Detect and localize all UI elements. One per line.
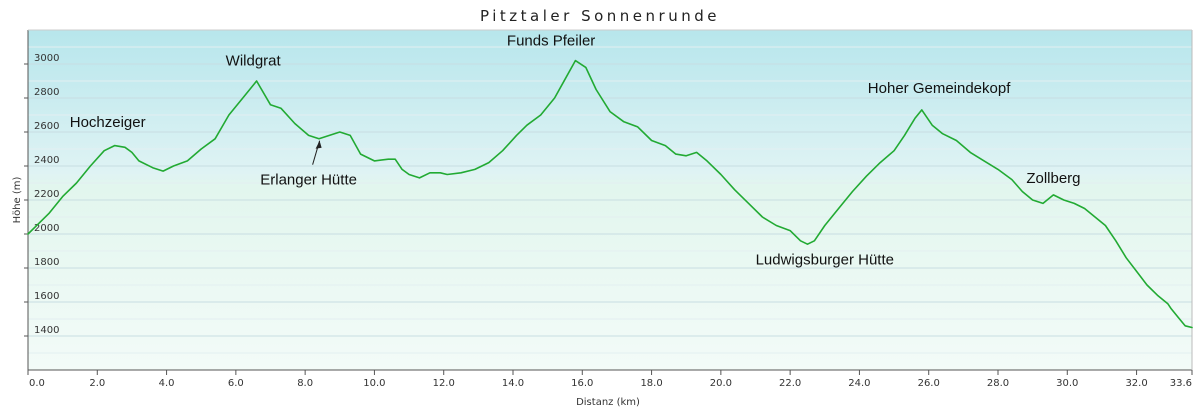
x-axis-title: Distanz (km) xyxy=(576,397,640,408)
y-tick-label: 1600 xyxy=(34,291,59,302)
x-tick-label: 16.0 xyxy=(571,378,593,389)
peak-annotation-label: Hoher Gemeindekopf xyxy=(868,80,1011,97)
x-tick-label: 12.0 xyxy=(433,378,455,389)
peak-annotation-label: Hochzeiger xyxy=(70,114,146,131)
peak-annotation-label: Ludwigsburger Hütte xyxy=(756,252,894,269)
peak-annotation-label: Zollberg xyxy=(1026,170,1080,187)
x-tick-label: 30.0 xyxy=(1056,378,1078,389)
x-tick-label: 26.0 xyxy=(918,378,940,389)
y-tick-label: 1800 xyxy=(34,257,59,268)
x-tick-label: 4.0 xyxy=(159,378,175,389)
x-tick-label: 24.0 xyxy=(848,378,870,389)
x-tick-label: 20.0 xyxy=(710,378,732,389)
x-tick-label: 6.0 xyxy=(228,378,244,389)
y-tick-label: 3000 xyxy=(34,53,59,64)
peak-annotation-label: Wildgrat xyxy=(226,53,282,70)
x-tick-label: 22.0 xyxy=(779,378,801,389)
peak-annotation-label: Funds Pfeiler xyxy=(507,32,595,49)
gridlines xyxy=(28,46,1192,354)
x-axis-ticks: 0.0 2.0 4.0 6.0 8.0 10.0 12.0 14.0 16.0 18.0 20.0 2… xyxy=(27,370,1193,389)
y-tick-label: 1400 xyxy=(34,325,59,336)
peak-annotation-label: Erlanger Hütte xyxy=(260,172,357,189)
x-tick-label: 28.0 xyxy=(987,378,1009,389)
y-tick-label: 2000 xyxy=(34,223,59,234)
x-tick-label: 18.0 xyxy=(640,378,662,389)
x-tick-label: 14.0 xyxy=(502,378,524,389)
x-tick-label: 10.0 xyxy=(363,378,385,389)
y-tick-label: 2200 xyxy=(34,189,59,200)
elevation-series-line xyxy=(27,59,1193,329)
y-tick-label: 2600 xyxy=(34,121,59,132)
y-axis-title: Höhe (m) xyxy=(12,176,23,223)
chart-title: Pitztaler Sonnenrunde xyxy=(480,7,720,25)
y-tick-label: 2800 xyxy=(34,87,59,98)
annotations: Hochzeiger Wildgrat Erlanger Hütte Funds Pf… xyxy=(70,32,1081,268)
y-axis-ticks: 1400 1600 1800 2000 2200 2400 2600 2800 3000 xyxy=(24,53,59,337)
x-tick-label: 2.0 xyxy=(89,378,105,389)
series-layer xyxy=(27,59,1193,329)
x-tick-label: 32.0 xyxy=(1125,378,1147,389)
x-tick-label: 8.0 xyxy=(297,378,313,389)
y-tick-label: 2400 xyxy=(34,155,59,166)
arrowhead-icon xyxy=(315,140,322,149)
x-tick-label: 33.6 xyxy=(1170,378,1192,389)
x-tick-label: 0.0 xyxy=(29,378,45,389)
